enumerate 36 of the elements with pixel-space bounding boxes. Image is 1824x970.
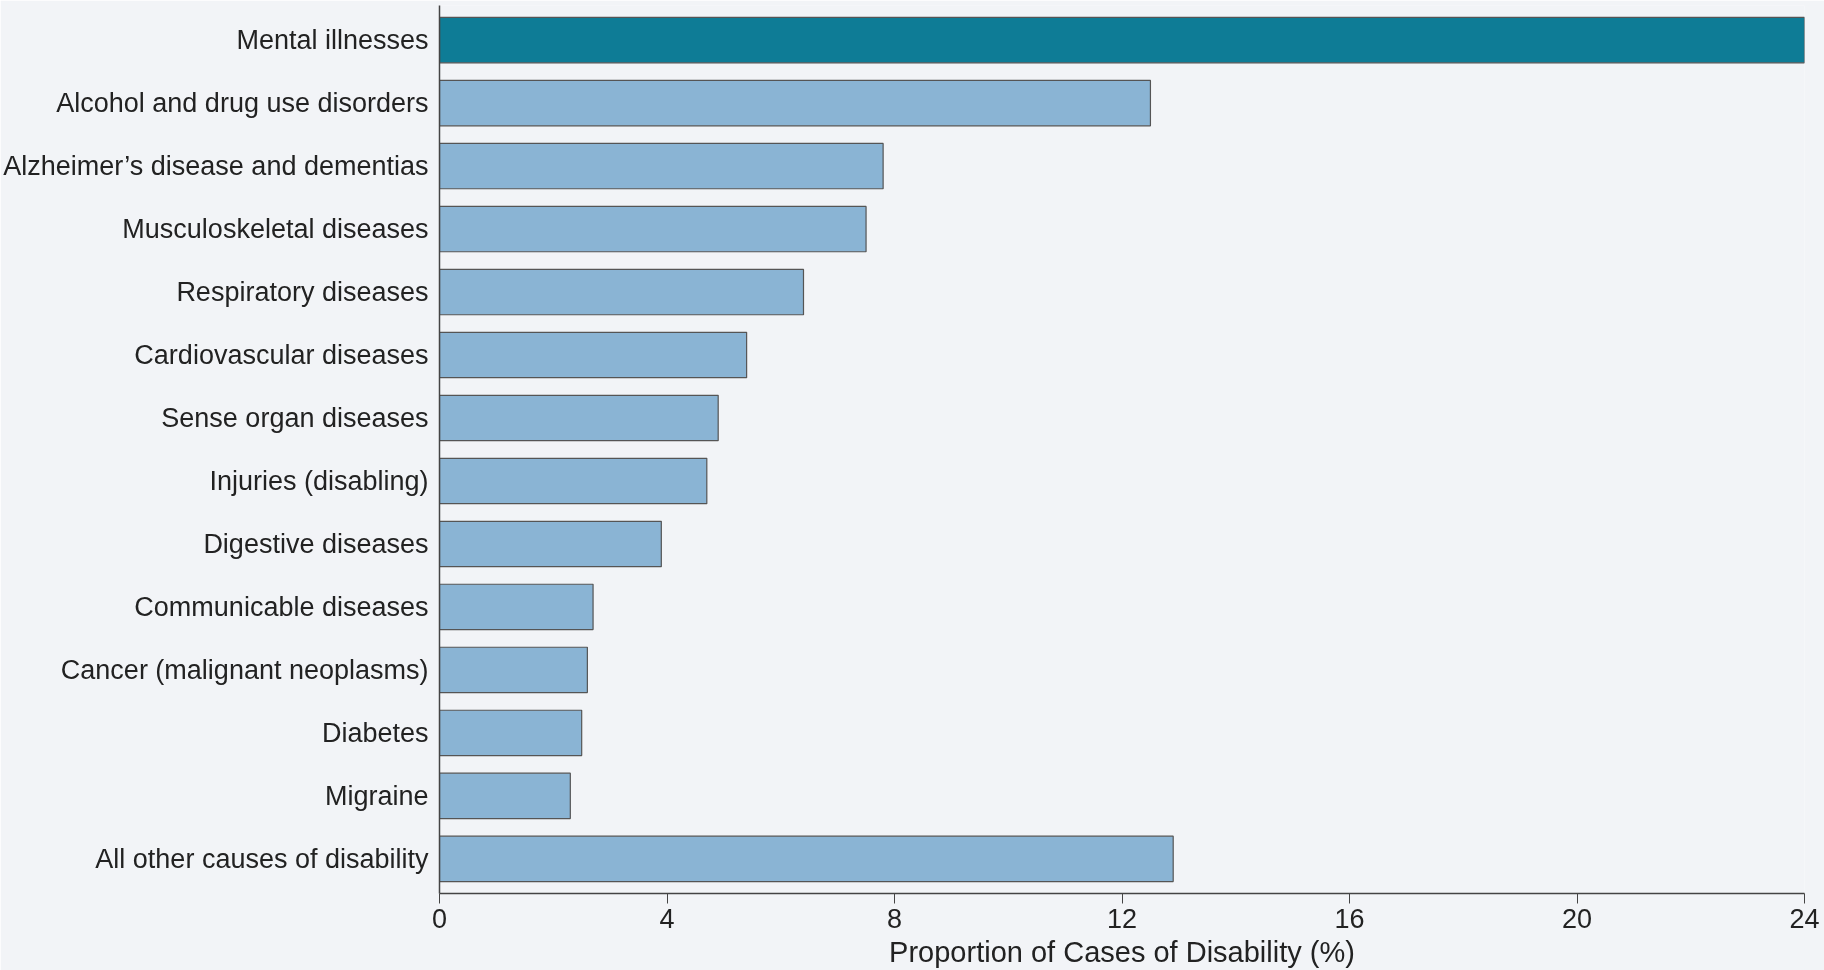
x-tick-label: 0 bbox=[431, 903, 448, 934]
x-tick-label: 16 bbox=[1334, 903, 1365, 934]
bar bbox=[439, 79, 1152, 127]
y-tick-label: All other causes of disability bbox=[95, 843, 429, 874]
x-tick-label: 24 bbox=[1789, 903, 1820, 934]
y-tick-label: Migraine bbox=[324, 780, 429, 811]
y-tick-label: Cancer (malignant neoplasms) bbox=[60, 654, 429, 685]
bar bbox=[439, 394, 719, 442]
y-tick-label: Injuries (disabling) bbox=[209, 465, 429, 496]
y-tick-label: Musculoskeletal diseases bbox=[122, 214, 429, 245]
bar bbox=[439, 457, 708, 505]
bar bbox=[439, 331, 748, 379]
y-tick-label: Alzheimer’s disease and dementias bbox=[3, 151, 429, 182]
y-tick-label: Respiratory diseases bbox=[176, 277, 429, 308]
y-tick-label: Alcohol and drug use disorders bbox=[56, 88, 429, 119]
y-tick-label: Digestive diseases bbox=[203, 528, 429, 559]
x-tick-label: 12 bbox=[1106, 903, 1138, 934]
bar bbox=[439, 268, 805, 316]
y-tick-label: Sense organ diseases bbox=[161, 403, 429, 434]
y-tick-label: Diabetes bbox=[321, 717, 429, 748]
x-tick-label: 4 bbox=[659, 903, 675, 934]
bar bbox=[439, 205, 867, 253]
bar bbox=[439, 835, 1174, 883]
x-tick-label: 8 bbox=[886, 903, 903, 934]
bar bbox=[439, 520, 662, 568]
bar bbox=[439, 709, 583, 757]
y-tick-label: Mental illnesses bbox=[236, 25, 429, 56]
y-tick-label: Communicable diseases bbox=[134, 591, 429, 622]
bar bbox=[439, 16, 1805, 64]
bar bbox=[439, 772, 571, 820]
x-tick-label: 20 bbox=[1561, 903, 1593, 934]
bar bbox=[439, 646, 588, 694]
bar bbox=[439, 142, 884, 190]
x-axis-title: Proportion of Cases of Disability (%) bbox=[889, 935, 1355, 968]
y-tick-label: Cardiovascular diseases bbox=[134, 340, 429, 371]
bar bbox=[439, 583, 594, 631]
